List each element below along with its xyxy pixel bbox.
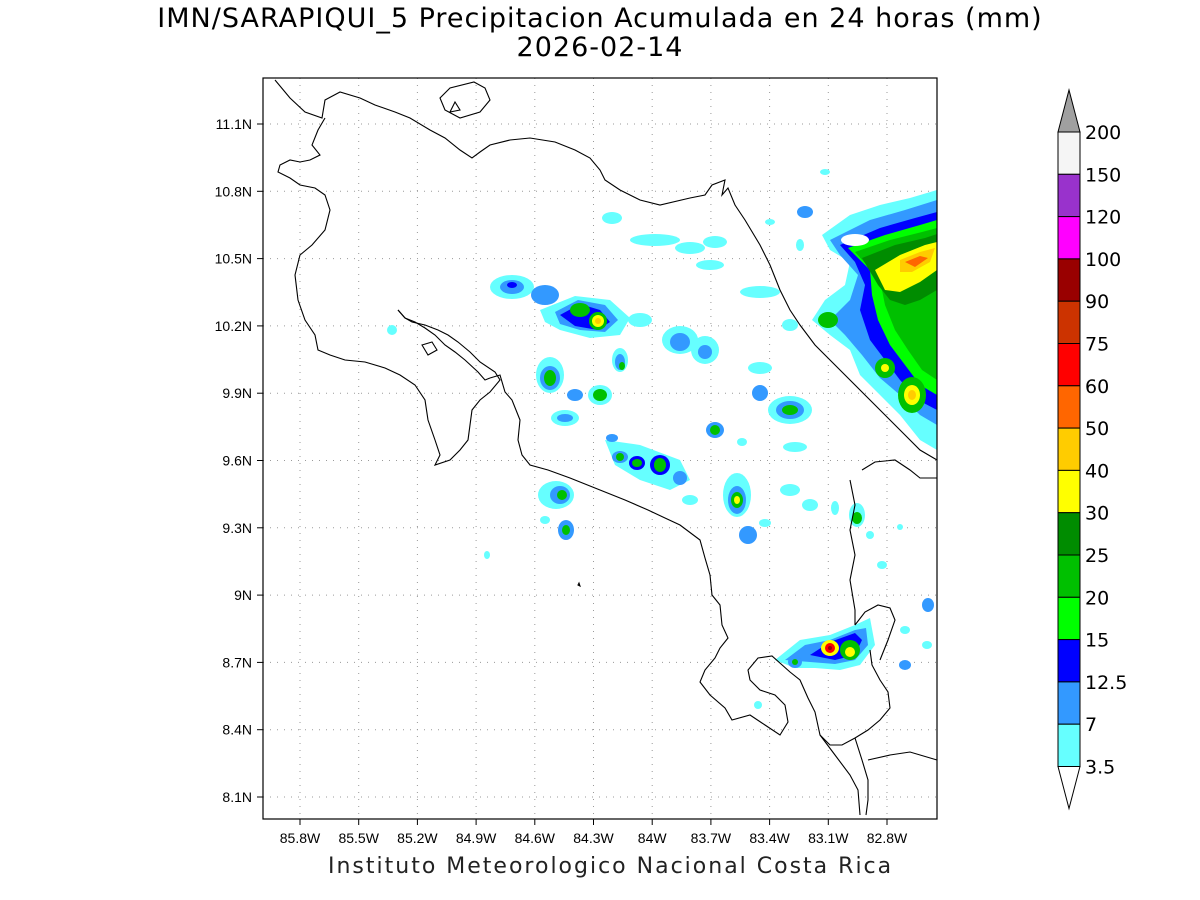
colorbar-label: 60 xyxy=(1085,376,1109,398)
lat-tick-label: 9.3N xyxy=(222,520,252,536)
lat-tick-label: 10.2N xyxy=(215,318,252,334)
colorbar-swatch xyxy=(1057,343,1081,387)
colorbar-swatch xyxy=(1057,512,1081,556)
colorbar-swatch xyxy=(1057,427,1081,471)
lon-tick-label: 83.7W xyxy=(691,830,732,846)
colorbar-label: 50 xyxy=(1085,418,1109,440)
colorbar-swatch xyxy=(1057,681,1081,725)
colorbar-swatch xyxy=(1057,300,1081,345)
colorbar-swatch xyxy=(1057,131,1081,175)
lon-tick-label: 82.8W xyxy=(867,830,908,846)
colorbar-label: 120 xyxy=(1085,207,1121,229)
colorbar: 200 150 120 100 90 75 60 50 40 30 25 20 15 12.5 7 3.5 xyxy=(1057,88,1127,811)
lon-tick-label: 85.5W xyxy=(338,830,379,846)
lon-tick-label: 84W xyxy=(638,830,668,846)
colorbar-label: 25 xyxy=(1085,545,1109,567)
colorbar-label: 15 xyxy=(1085,630,1109,652)
colorbar-swatch xyxy=(1057,723,1081,768)
lat-tick-label: 9.6N xyxy=(222,453,252,469)
precipitation-field xyxy=(387,169,937,709)
map-grid xyxy=(263,78,937,819)
lat-tick-label: 8.1N xyxy=(222,789,252,805)
colorbar-label: 20 xyxy=(1085,587,1109,609)
colorbar-label: 90 xyxy=(1085,291,1109,313)
lon-tick-label: 85.2W xyxy=(397,830,438,846)
axis-ticks: 85.8W 85.5W 85.2W 84.9W 84.6W 84.3W 84W 83.7W 83… xyxy=(215,116,908,846)
lat-tick-label: 9.9N xyxy=(222,385,252,401)
lat-tick-label: 9N xyxy=(234,587,252,603)
lon-tick-label: 84.6W xyxy=(515,830,556,846)
colorbar-swatch xyxy=(1057,385,1081,429)
colorbar-swatch xyxy=(1057,596,1081,641)
lon-tick-label: 84.9W xyxy=(456,830,497,846)
map-date: 2026-02-14 xyxy=(516,32,684,63)
colorbar-min-arrow xyxy=(1057,766,1081,811)
colorbar-label: 200 xyxy=(1085,122,1121,144)
colorbar-max-arrow xyxy=(1057,88,1081,133)
colorbar-label: 75 xyxy=(1085,334,1109,356)
colorbar-label: 12.5 xyxy=(1085,672,1127,694)
lat-tick-label: 10.8N xyxy=(215,183,252,199)
colorbar-swatch xyxy=(1057,258,1081,302)
lon-tick-label: 83.1W xyxy=(808,830,849,846)
lon-tick-label: 84.3W xyxy=(573,830,614,846)
lon-tick-label: 83.4W xyxy=(749,830,790,846)
colorbar-swatch xyxy=(1057,216,1081,260)
lat-tick-label: 10.5N xyxy=(215,251,252,267)
lon-tick-label: 85.8W xyxy=(280,830,321,846)
colorbar-label: 100 xyxy=(1085,249,1121,271)
colorbar-label: 40 xyxy=(1085,460,1109,482)
colorbar-label: 7 xyxy=(1085,714,1097,736)
colorbar-swatch xyxy=(1057,173,1081,218)
colorbar-label: 150 xyxy=(1085,164,1121,186)
colorbar-swatch xyxy=(1057,639,1081,683)
lat-tick-label: 8.7N xyxy=(222,654,252,670)
colorbar-label: 30 xyxy=(1085,503,1109,525)
coastline-borders xyxy=(274,79,938,816)
footer-credit: Instituto Meteorologico Nacional Costa R… xyxy=(328,854,894,879)
map-frame xyxy=(262,77,938,820)
lat-tick-label: 11.1N xyxy=(216,116,252,132)
colorbar-swatch xyxy=(1057,554,1081,598)
colorbar-swatch xyxy=(1057,469,1081,514)
lat-tick-label: 8.4N xyxy=(222,722,252,738)
map-title: IMN/SARAPIQUI_5 Precipitacion Acumulada … xyxy=(157,3,1043,34)
colorbar-label: 3.5 xyxy=(1085,757,1115,779)
